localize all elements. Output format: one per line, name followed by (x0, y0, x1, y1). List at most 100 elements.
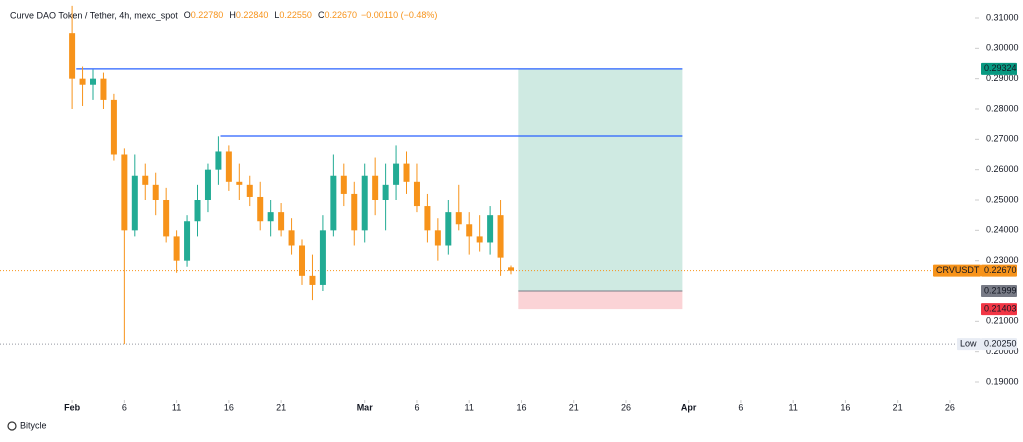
y-tick-label: 0.24000 (986, 225, 1019, 235)
x-tick-label: 16 (224, 402, 234, 412)
ohlc-key: C (318, 10, 325, 20)
candle-body (372, 175, 379, 200)
candle-body (508, 267, 515, 271)
x-tick-label: Mar (357, 402, 374, 412)
candle-body (445, 212, 452, 246)
x-tick-label: 6 (414, 402, 419, 412)
x-tick-label: 11 (788, 402, 797, 412)
x-tick-label: 26 (621, 402, 631, 412)
candle-body (173, 236, 180, 261)
candle-body (466, 224, 473, 237)
y-tick-label: 0.25000 (986, 194, 1019, 204)
price-badge (981, 264, 1017, 277)
candle-body (319, 230, 326, 285)
candle-body (121, 154, 128, 231)
price-badge (981, 338, 1017, 351)
candle-body (340, 175, 347, 194)
footer-text: Bitycle (20, 420, 47, 430)
candle-body (184, 221, 191, 261)
y-tick-label: 0.26000 (986, 164, 1019, 174)
price-badge-label: 0.29324 (984, 63, 1017, 73)
candle-body (79, 78, 86, 85)
price-badge (981, 303, 1017, 316)
price-badge-label: 0.22670 (984, 265, 1017, 275)
price-badge-label: 0.20250 (984, 338, 1017, 348)
y-tick-label: 0.28000 (986, 103, 1019, 113)
candle-body (403, 163, 410, 182)
candle-body (131, 175, 138, 231)
profit-zone (518, 68, 683, 292)
ohlc-header: Curve DAO Token / Tether, 4h, mexc_spot O… (10, 10, 438, 20)
y-tick-label: 0.23000 (986, 255, 1019, 265)
x-tick-label: 11 (465, 402, 474, 412)
y-tick-label: 0.20000 (986, 346, 1019, 356)
candle-body (194, 200, 201, 222)
candle-body (487, 215, 494, 243)
candle-body (351, 193, 358, 231)
y-tick-label: 0.27000 (986, 134, 1019, 144)
x-tick-label: 26 (945, 402, 955, 412)
candle-body (110, 99, 117, 155)
chart-title: Curve DAO Token / Tether, 4h, mexc_spot (10, 10, 178, 20)
price-badge-label: 0.21403 (984, 303, 1017, 313)
candle-body (100, 78, 107, 100)
ohlc-key: L (274, 10, 279, 20)
x-tick-label: 21 (276, 402, 286, 412)
candle-body (204, 169, 211, 200)
y-tick-label: 0.31000 (986, 12, 1019, 22)
x-tick-label: 6 (122, 402, 127, 412)
candle-body (163, 200, 170, 237)
candle-body (278, 212, 285, 231)
x-tick-label: 21 (569, 402, 579, 412)
candle-body (497, 215, 504, 258)
x-tick-label: Apr (681, 402, 697, 412)
x-tick-label: 6 (738, 402, 743, 412)
badge-name-bg (957, 338, 981, 351)
candle-body (142, 175, 149, 185)
candle-body (236, 181, 243, 185)
candle-body (455, 212, 462, 225)
candle-body (309, 275, 316, 285)
candle-body (246, 184, 253, 197)
candle-body (382, 184, 389, 200)
candle-body (267, 212, 274, 222)
candle-body (215, 151, 222, 170)
candle-body (413, 181, 420, 207)
ohlc-value: 0.22670 (324, 10, 357, 20)
x-tick-label: 16 (840, 402, 850, 412)
x-tick-label: Feb (64, 402, 81, 412)
change: −0.00110 (−0.48%) (361, 10, 437, 20)
ohlc-value: 0.22550 (279, 10, 312, 20)
y-tick-label: 0.21000 (986, 316, 1019, 326)
price-badge (981, 62, 1017, 75)
candle-body (299, 245, 306, 276)
candle-body (288, 230, 295, 246)
badge-name: CRVUSDT (936, 265, 980, 275)
candle-body (393, 163, 400, 185)
ohlc-key: H (229, 10, 236, 20)
footer-logo: Bitycle (7, 420, 47, 431)
x-tick-label: 16 (516, 402, 526, 412)
candle-body (225, 151, 232, 182)
badge-name-bg (933, 264, 981, 277)
price-badge-label: 0.21999 (984, 285, 1017, 295)
candle-body (257, 196, 264, 222)
candle-body (434, 230, 441, 246)
x-tick-label: 11 (172, 402, 181, 412)
ohlc-value: 0.22840 (236, 10, 269, 20)
y-tick-label: 0.19000 (986, 376, 1019, 386)
candle-body (424, 206, 431, 231)
ohlc-text: Curve DAO Token / Tether, 4h, mexc_spot O… (10, 10, 437, 20)
price-badge (981, 285, 1017, 298)
loss-zone (518, 291, 683, 310)
candle-body (69, 33, 76, 79)
x-tick-label: 21 (893, 402, 903, 412)
candle-body (90, 78, 97, 85)
candle-body (330, 175, 337, 231)
ohlc-key: O (184, 10, 191, 20)
badge-name: Low (960, 338, 977, 348)
ohlc-value: 0.22780 (191, 10, 224, 20)
candle-body (152, 184, 159, 200)
y-tick-label: 0.30000 (986, 43, 1019, 53)
